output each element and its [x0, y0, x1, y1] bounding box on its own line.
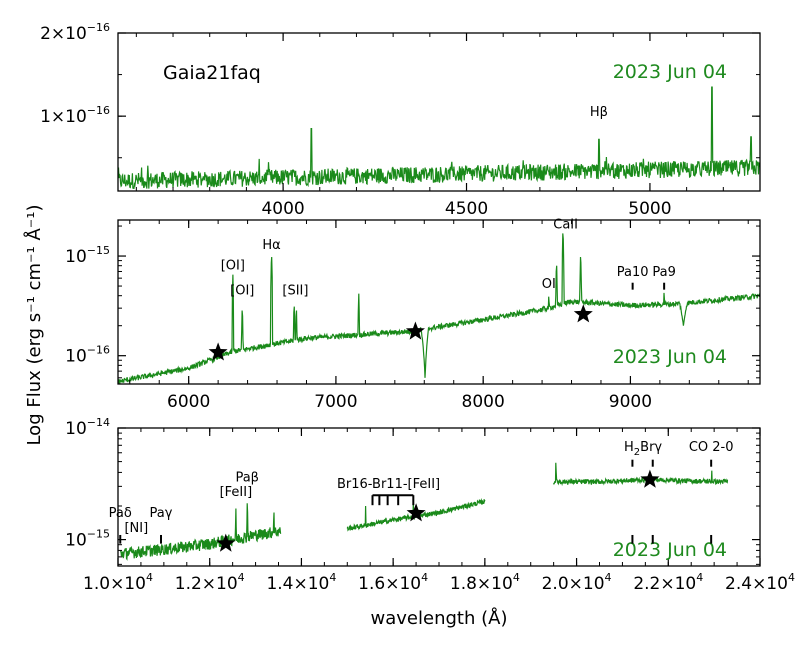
x-tick-label: 2.4×104 — [725, 571, 795, 594]
panel-2-date: 2023 Jun 04 — [613, 346, 727, 368]
annotation-label: CaII — [553, 217, 578, 232]
y-tick-label: 1×10−16 — [40, 104, 110, 127]
x-tick-label: 1.2×104 — [175, 571, 245, 594]
annotation-label: [OI] — [230, 284, 254, 299]
annotation-label: OI — [542, 277, 556, 292]
x-tick-label: 7000 — [314, 392, 357, 412]
x-tick-label: 2.0×104 — [542, 571, 612, 594]
panel-3-annotations: Paδ[NI]Paγ [FeII]Paβ Br16-Br11-[FeII] H2Brγ… — [109, 440, 734, 544]
panel-3-spectrum-j-band — [119, 503, 282, 561]
annotation-label: Paδ — [109, 506, 132, 521]
photometry-star — [208, 342, 228, 361]
x-tick-label: 5000 — [628, 199, 671, 219]
annotation-label: [SII] — [282, 284, 308, 299]
annotation-label: Pa9 — [652, 265, 676, 280]
photometry-star — [216, 533, 236, 552]
annotation-label: H2Brγ — [624, 440, 662, 458]
y-axis-label: Log Flux (erg s⁻¹ cm⁻¹ Å⁻¹) — [23, 204, 45, 445]
x-tick-label: 9000 — [609, 392, 652, 412]
photometry-star — [573, 304, 593, 323]
panel-1-object-label: Gaia21faq — [163, 62, 261, 84]
photometry-star — [640, 469, 660, 488]
annotation-label: CO 2-0 — [689, 440, 734, 455]
x-tick-label: 6000 — [167, 392, 210, 412]
annotation-label: Hα — [262, 238, 280, 253]
annotation-label: Pa10 — [617, 265, 649, 280]
panel-2: 6000 7000 8000 9000 10−16 10−15 2023 Jun 04 [… — [65, 217, 761, 412]
x-tick-label: 1.8×104 — [450, 571, 520, 594]
y-tick-label: 10−14 — [65, 416, 110, 439]
panel-1-spectrum — [118, 86, 760, 190]
y-tick-label: 2×10−16 — [40, 21, 110, 44]
annotation-label: [FeII] — [220, 485, 253, 500]
panel-2-spectrum — [118, 233, 760, 384]
annotation-label: Hβ — [590, 105, 608, 120]
photometry-star — [405, 321, 425, 340]
panel-2-spectrum-line — [118, 233, 760, 384]
panel-1-annotations: Hβ — [590, 105, 608, 120]
panel-2-frame — [117, 219, 761, 385]
y-tick-label: 10−15 — [65, 244, 110, 267]
photometry-star — [406, 503, 426, 522]
panel-3-ticks: 1.0×104 1.2×104 1.4×104 1.6×104 1.8×104 2.0×1… — [65, 416, 795, 594]
panel-3-photometry — [216, 469, 660, 552]
panel-1-ticks: 4000 4500 5000 1×10−16 2×10−16 — [40, 21, 761, 219]
x-tick-label: 1.4×104 — [266, 571, 336, 594]
x-tick-label: 1.6×104 — [358, 571, 428, 594]
y-tick-label: 10−16 — [65, 344, 110, 367]
panel-2-photometry — [208, 304, 593, 361]
panel-3: 1.0×104 1.2×104 1.4×104 1.6×104 1.8×104 2.0×1… — [65, 416, 795, 594]
x-tick-label: 2.2×104 — [633, 571, 703, 594]
panel-2-ticks: 6000 7000 8000 9000 10−16 10−15 — [65, 220, 760, 412]
panel-2-annotations: [OI] [OI] Hα [SII] OI CaII Pa10 Pa9 — [221, 217, 676, 298]
panel-1: 4000 4500 5000 1×10−16 2×10−16 Gaia21faq 202… — [40, 21, 761, 219]
y-tick-label: 10−15 — [65, 528, 110, 551]
x-tick-label: 4500 — [445, 199, 488, 219]
annotation-label: Paγ — [150, 506, 173, 521]
x-tick-label: 1.0×104 — [83, 571, 153, 594]
x-tick-label: 8000 — [462, 392, 505, 412]
x-axis-label: wavelength (Å) — [371, 607, 508, 629]
panel-3-date: 2023 Jun 04 — [613, 539, 727, 561]
annotation-label: [OI] — [221, 259, 245, 274]
annotation-label: Paβ — [235, 471, 259, 486]
panel-1-date: 2023 Jun 04 — [613, 61, 727, 83]
panel-3-spectrum-k-band — [553, 462, 729, 487]
panel-1-frame — [117, 32, 761, 192]
annotation-label: Br16-Br11-[FeII] — [337, 477, 440, 492]
annotation-label: [NI] — [124, 521, 148, 536]
panel-1-spectrum-line — [118, 86, 760, 190]
x-tick-label: 4000 — [261, 199, 304, 219]
